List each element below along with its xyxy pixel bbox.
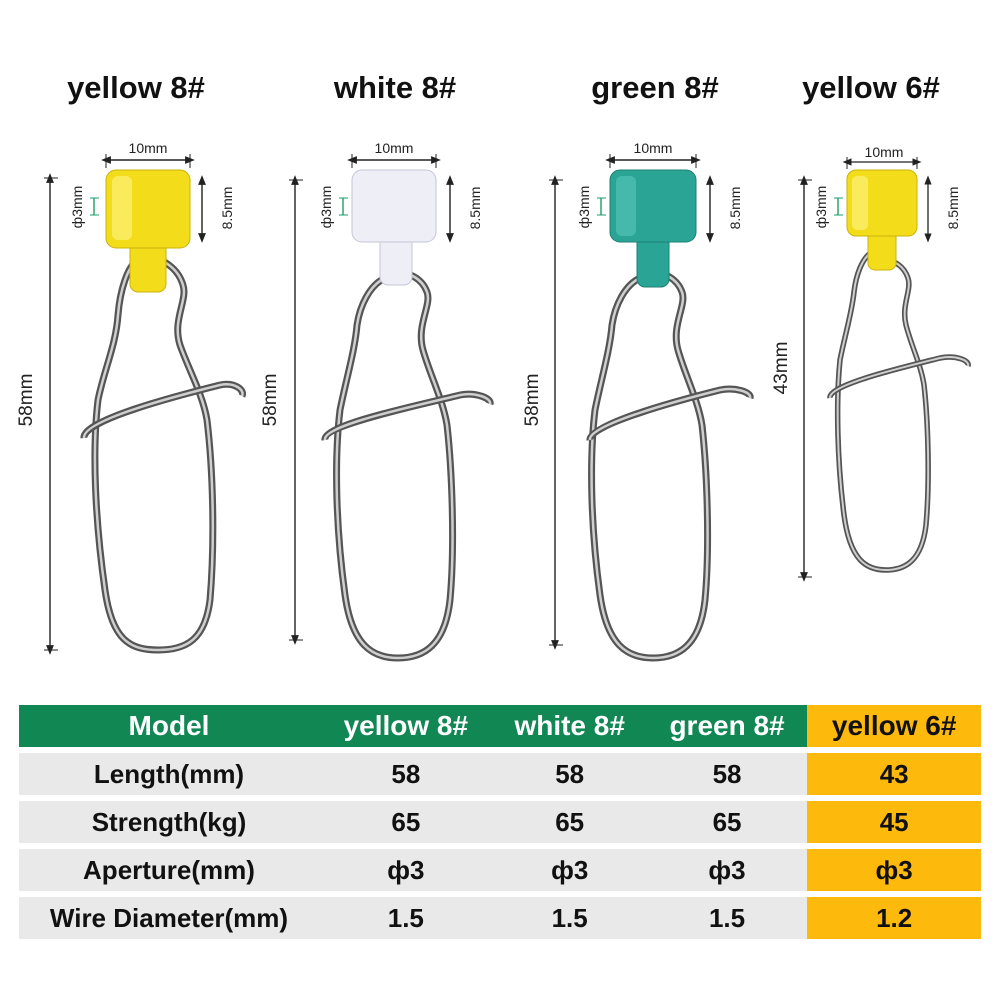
height-label: 8.5mm: [727, 187, 743, 230]
header-cell: green 8#: [646, 705, 808, 747]
snap-yellow-8: 10mm 8.5mm ф3mm 58mm: [16, 140, 246, 655]
length-label: 58mm: [522, 374, 543, 427]
table-cell: 58: [319, 753, 493, 795]
table-header-row: Model yellow 8# white 8# green 8# yellow…: [19, 705, 981, 747]
table-row: Strength(kg) 65 65 65 45: [19, 801, 981, 843]
snap-yellow-6: 10mm 8.5mm ф3mm 43mm: [771, 144, 971, 582]
length-label: 58mm: [260, 374, 281, 427]
product-title-green-8: green 8#: [591, 70, 719, 105]
product-title-white-8: white 8#: [333, 70, 457, 105]
table-row: Wire Diameter(mm) 1.5 1.5 1.5 1.2: [19, 897, 981, 939]
height-label: 8.5mm: [467, 187, 483, 230]
table-cell: ф3: [319, 849, 493, 891]
header-cell: Model: [19, 705, 319, 747]
header-cell: white 8#: [492, 705, 647, 747]
width-label: 10mm: [375, 140, 414, 156]
row-label: Length(mm): [19, 753, 319, 795]
snap-white-8: 10mm 8.5mm ф3mm 58mm: [260, 140, 494, 662]
table-cell: ф3: [492, 849, 647, 891]
table-cell: 58: [646, 753, 808, 795]
table-cell: 1.5: [646, 897, 808, 939]
length-label: 58mm: [16, 374, 37, 427]
width-label: 10mm: [129, 140, 168, 156]
row-label: Strength(kg): [19, 801, 319, 843]
width-label: 10mm: [634, 140, 673, 156]
product-title-yellow-8: yellow 8#: [67, 70, 205, 105]
spec-table: Model yellow 8# white 8# green 8# yellow…: [19, 699, 981, 945]
row-label: Aperture(mm): [19, 849, 319, 891]
table-cell-highlight: 45: [807, 801, 981, 843]
product-illustrations: 10mm 8.5mm ф3mm 58mm 10mm 8.5mm ф3mm 58m…: [16, 140, 971, 662]
table-row: Aperture(mm) ф3 ф3 ф3 ф3: [19, 849, 981, 891]
table-cell: 65: [492, 801, 647, 843]
product-title-yellow-6: yellow 6#: [802, 70, 940, 105]
table-cell-highlight: ф3: [807, 849, 981, 891]
row-label: Wire Diameter(mm): [19, 897, 319, 939]
length-label: 43mm: [771, 342, 792, 395]
hole-label: ф3mm: [318, 186, 334, 229]
table-cell: 65: [646, 801, 808, 843]
hole-label: ф3mm: [813, 186, 829, 229]
table-cell-highlight: 1.2: [807, 897, 981, 939]
header-cell: yellow 8#: [319, 705, 493, 747]
snap-green-8: 10mm 8.5mm ф3mm 58mm: [522, 140, 754, 662]
table-row: Length(mm) 58 58 58 43: [19, 753, 981, 795]
width-label: 10mm: [865, 144, 904, 160]
table-cell: 1.5: [492, 897, 647, 939]
hole-label: ф3mm: [576, 186, 592, 229]
table-cell: 58: [492, 753, 647, 795]
table-cell: 1.5: [319, 897, 493, 939]
hole-label: ф3mm: [69, 186, 85, 229]
height-label: 8.5mm: [219, 187, 235, 230]
height-label: 8.5mm: [945, 187, 961, 230]
table-cell: 65: [319, 801, 493, 843]
table-cell: ф3: [646, 849, 808, 891]
table-cell-highlight: 43: [807, 753, 981, 795]
header-cell-highlight: yellow 6#: [807, 705, 981, 747]
